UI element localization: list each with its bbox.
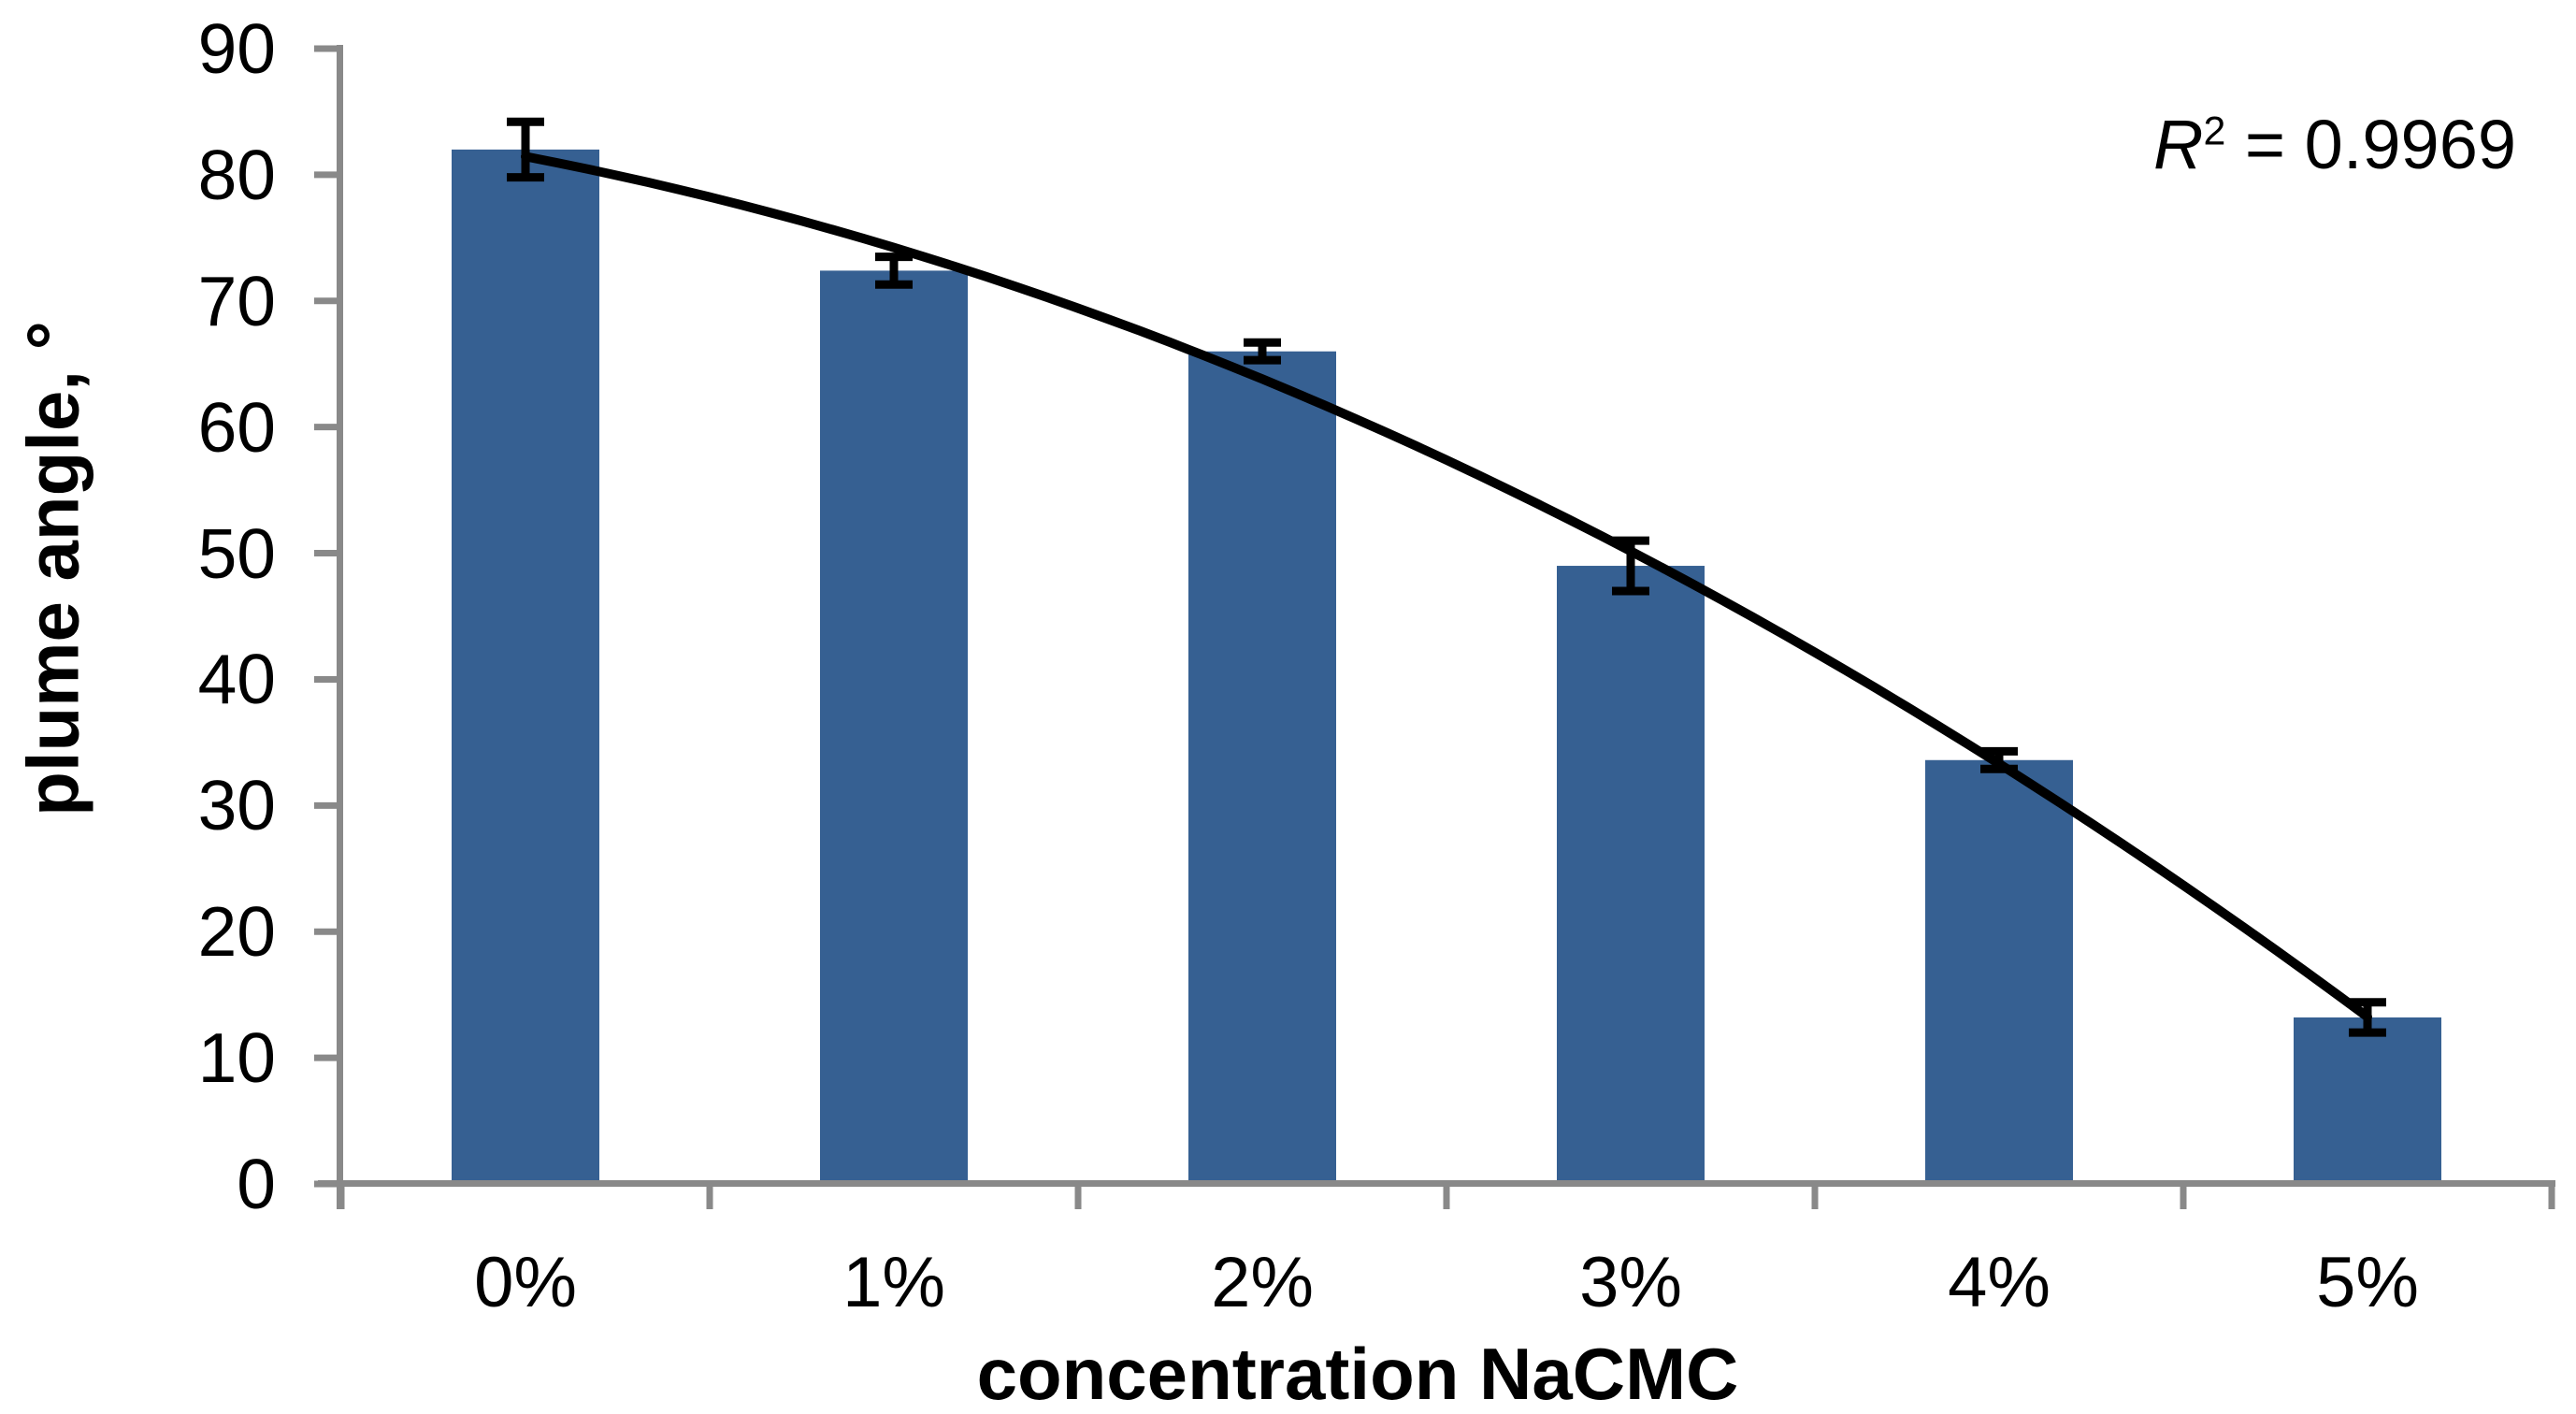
y-tick-label: 20 xyxy=(197,892,276,972)
trendline-curve xyxy=(521,152,2372,1022)
x-axis-title: concentration NaCMC xyxy=(976,1333,1739,1414)
x-tick-label: 4% xyxy=(1948,1243,2051,1322)
bars-group xyxy=(452,149,2441,1185)
y-tick-label: 80 xyxy=(197,135,276,214)
y-tick-label: 10 xyxy=(197,1018,276,1098)
y-tick-label: 70 xyxy=(197,261,276,340)
y-axis-title: plume angle, ° xyxy=(11,321,94,816)
y-tick-label: 0 xyxy=(237,1145,276,1223)
r-squared-value: = 0.9969 xyxy=(2225,106,2516,183)
y-tick-label: 90 xyxy=(197,9,276,88)
x-tick-label: 0% xyxy=(474,1243,577,1322)
bar-5% xyxy=(2294,1017,2441,1184)
y-tick-label: 60 xyxy=(197,387,276,467)
r-squared-annotation: R2 = 0.9969 xyxy=(2153,105,2516,184)
bar-4% xyxy=(1925,759,2073,1184)
trendline-group xyxy=(521,152,2372,1022)
y-tick-label: 40 xyxy=(197,640,276,719)
bar-2% xyxy=(1188,351,1336,1184)
x-tick-label: 1% xyxy=(842,1243,945,1322)
r-exponent: 2 xyxy=(2203,108,2226,154)
y-tick-label: 50 xyxy=(197,513,276,593)
bar-0% xyxy=(452,149,599,1184)
axes-group xyxy=(314,45,2555,1209)
r-symbol: R xyxy=(2153,106,2204,183)
error-bars-group xyxy=(507,117,2386,1037)
bar-1% xyxy=(820,270,968,1185)
y-tick-label: 30 xyxy=(197,766,276,845)
x-tick-label: 2% xyxy=(1211,1243,1314,1322)
x-tick-label: 5% xyxy=(2316,1243,2419,1322)
bar-3% xyxy=(1557,566,1705,1184)
x-tick-label: 3% xyxy=(1579,1243,1682,1322)
